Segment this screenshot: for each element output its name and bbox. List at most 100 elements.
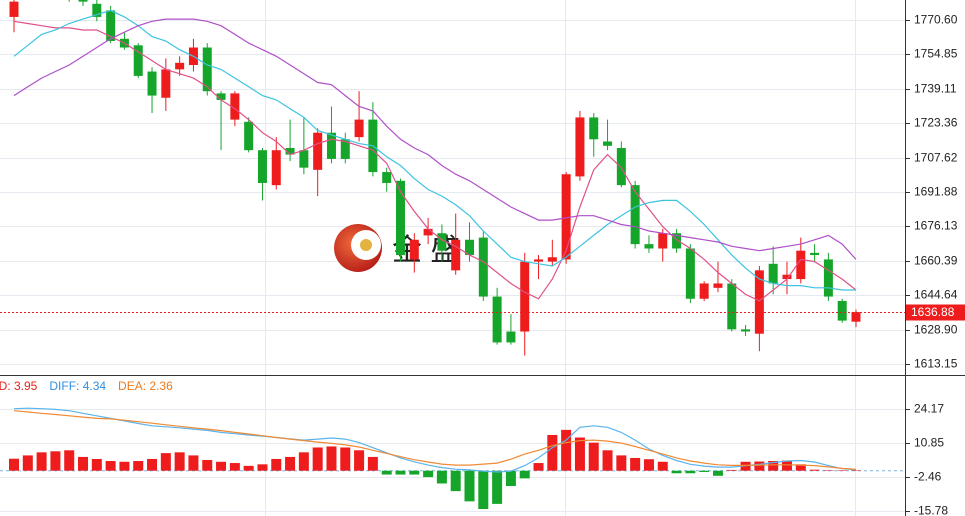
macd-bar [574,437,585,471]
macd-bar [450,470,461,492]
line-series [13,18,857,260]
macd-bar [216,461,227,471]
candle-body [575,117,585,177]
macd-bar [312,447,323,471]
candle-body [727,283,737,330]
macd-bar [754,461,765,471]
macd-bar [478,470,489,510]
candle-body [465,239,475,256]
candle-body [395,180,405,256]
candle-body [603,141,613,146]
macd-bar [464,470,475,502]
macd-bar [367,456,378,471]
macd-bar [22,455,33,471]
candle-body [230,93,240,120]
candle-body [437,233,447,251]
candle-body [299,150,309,168]
macd-bar [395,470,406,475]
candle-body [685,248,695,299]
candle-body [810,252,820,256]
candle-body [175,62,185,70]
candle-body [147,71,157,96]
candle-body [106,10,116,41]
y-tick-label: 1723.36 [914,116,958,130]
candle-body [616,148,626,186]
y-tick-label: 1754.85 [914,47,958,61]
candle-body [561,174,571,260]
macd-bar [105,461,116,471]
candle-body [340,139,350,159]
macd-bar [712,470,723,476]
line-series [13,20,857,302]
macd-bar [50,451,61,471]
legend-entry: MACD: 3.95 [0,379,38,393]
candle-body [782,274,792,280]
y-tick-label: 1613.15 [914,357,958,371]
candle-body [754,270,764,334]
macd-bar [202,459,213,471]
candle-body [741,329,751,332]
candle-body [672,233,682,249]
macd-bar [257,464,268,471]
candle-body [699,283,709,299]
candle-body [313,132,323,170]
candle-body [354,119,364,138]
macd-bar [354,450,365,471]
macd-bar [188,455,199,471]
macd-bar [781,460,792,471]
macd-bar [699,470,710,472]
legend-entry: DIFF: 4.34 [49,379,106,393]
candle-body [216,93,226,100]
macd-bar [409,470,420,475]
candle-body [713,283,723,288]
candle-body [644,244,654,249]
candle-body [271,150,281,186]
y-tick-label: -2.46 [914,470,942,484]
line-series [13,407,857,473]
line-series [13,410,857,470]
y-tick-label: 1739.11 [914,82,957,96]
macd-bar [837,470,848,471]
macd-bar [9,458,19,471]
macd-bar [174,452,185,471]
macd-bar [685,470,696,474]
candle-body [244,121,254,151]
candle-body [478,237,488,297]
macd-bar [823,470,834,471]
candle-body [520,261,530,332]
macd-bar [298,452,309,471]
macd-bar [133,461,144,471]
macd-bar [533,463,544,471]
macd-bar [588,442,599,471]
macd-bar [64,450,75,471]
y-tick-label: -15.78 [914,504,948,516]
macd-bar [657,461,668,471]
candle-body [326,132,336,159]
macd-bar [160,453,171,471]
macd-bar [630,457,641,471]
macd-bar [423,470,434,478]
candle-body [768,263,778,284]
macd-bar [285,456,296,471]
macd-bar [547,434,558,471]
macd-bar [340,447,351,471]
y-tick-label: 1660.39 [914,254,958,268]
candle-body [409,239,419,260]
candle-body [589,117,599,140]
y-tick-label: 1691.88 [914,185,958,199]
macd-bar [561,429,572,471]
macd-bar [91,458,102,471]
macd-bar [809,469,820,471]
macd-bar [147,458,158,471]
macd-bar [616,455,627,471]
macd-bar [671,470,682,474]
candle-body [492,296,502,343]
macd-bar [795,464,806,471]
last-price-label: 1636.88 [911,305,955,319]
candle-body [547,257,557,262]
candle-body [133,45,143,76]
candle-body [285,148,295,155]
candle-body [382,172,392,183]
logo-coin [360,239,372,251]
